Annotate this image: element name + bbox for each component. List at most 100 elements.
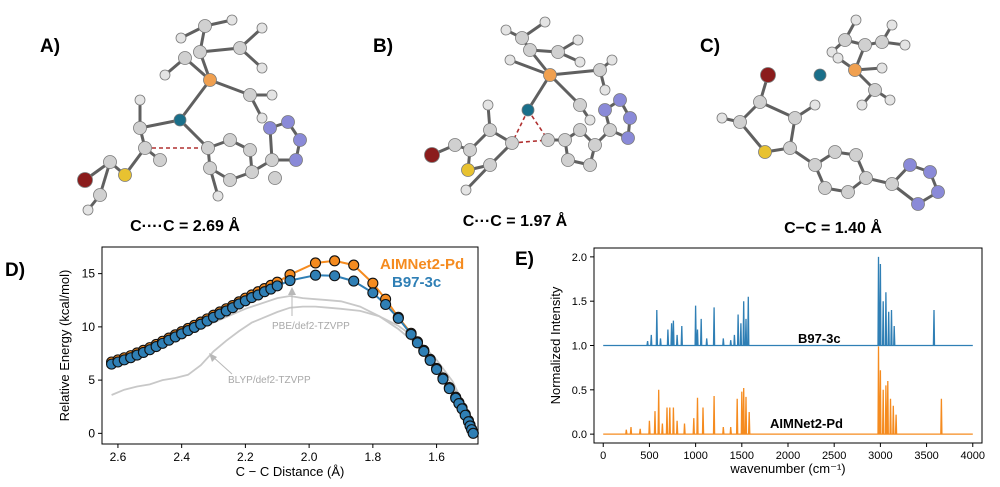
chart-d-x-tick-label: 2.4 [173, 450, 190, 464]
mol-b-atom-hydrogen [599, 84, 611, 96]
ir-spectrum-chart: 0 500 1000 1500 2000 2500 3000 3500 4000 0.0 0.5 1.… [548, 247, 985, 476]
mol-b-atom-hydrogen [460, 184, 472, 196]
mol-b-atom-carbon [551, 45, 565, 59]
chart-d-point-b97-3c [309, 269, 322, 281]
mol-c-atom-carbon [808, 158, 822, 172]
chart-e-y-tick-label: 0.5 [572, 385, 587, 397]
chart-d-point-aimnet2-pd [367, 277, 379, 289]
mol-b-atom-carbon [573, 98, 587, 112]
mol-b-atom-hydrogen [504, 54, 516, 66]
chart-d-point-b97-3c [431, 363, 443, 376]
chart-d-annotation-arrowhead [209, 353, 217, 362]
mol-a-atom-hydrogen [159, 69, 171, 81]
chart-d-x-tick-label: 1.6 [428, 450, 445, 464]
mol-a-atom-carbon [223, 133, 237, 147]
mol-a-atom-carbon [193, 45, 207, 59]
chart-e-y-tick-label: 2.0 [572, 252, 587, 264]
panel-label-a: A) [40, 36, 60, 57]
mol-a-atom-hydrogen [82, 204, 94, 216]
mol-a-atom-carbon [203, 161, 217, 175]
chart-d-annotation-pbe: PBE/def2-TZVPP [272, 321, 350, 332]
mol-a-atom-carbon [153, 153, 167, 167]
mol-a-atom-carbon [201, 141, 215, 155]
chart-d-point-b97-3c [418, 345, 430, 357]
mol-c-atom-hydrogen [884, 94, 896, 106]
mol-b-atom-carbon [448, 138, 462, 152]
mol-b-atom-nitrogen [621, 131, 635, 145]
chart-d-y-tick-label: 5 [88, 373, 95, 387]
mol-c-atom-hydrogen [886, 19, 898, 31]
mol-b-atom-carbon [588, 138, 602, 152]
mol-b-atom-nitrogen [613, 93, 627, 107]
mol-a-atom-nitrogen [281, 115, 295, 129]
mol-a-atom-phosphorus [203, 73, 217, 87]
chart-e-x-tick-label: 2500 [822, 450, 846, 462]
mol-a-atom-carbon [245, 165, 259, 179]
mol-b-atom-carbon [523, 43, 537, 57]
chart-e-x-tick-label: 1000 [683, 450, 707, 462]
mol-c-atom-sulfur [758, 145, 772, 159]
mol-b-atom-phosphorus [543, 68, 557, 82]
molecule-structure-a [77, 14, 307, 216]
mol-c-atom-hydrogen [876, 62, 888, 74]
chart-e-series-label-b97: B97-3c [798, 331, 841, 346]
mol-b-atom-carbon [603, 123, 617, 137]
mol-c-atom-carbon [875, 35, 889, 49]
bond-distance-caption-a: C····C = 2.69 Å [130, 216, 240, 235]
mol-a-atom-carbon [198, 19, 212, 33]
mol-b-atom-hydrogen [500, 24, 512, 36]
mol-a-atom-bromine [77, 172, 93, 188]
mol-b-atom-hydrogen [539, 16, 551, 28]
mol-a-atom-nitrogen [289, 153, 303, 167]
mol-b-atom-hydrogen [572, 34, 584, 46]
mol-a-atom-carbon [243, 143, 257, 157]
mol-b-atom-carbon [483, 158, 497, 172]
mol-b-atom-palladium [521, 103, 535, 117]
chart-d-point-b97-3c [467, 427, 479, 439]
chart-e-x-axis-label: wavenumber (cm⁻¹) [729, 461, 845, 476]
chart-d-y-tick-label: 0 [88, 426, 95, 440]
chart-d-annotation-blyp: BLYP/def2-TZVPP [228, 375, 311, 386]
mol-a-atom-hydrogen [256, 62, 268, 74]
mol-b-atom-carbon [593, 63, 607, 77]
mol-b-atom-nitrogen [623, 111, 637, 125]
mol-c-atom-nitrogen [903, 158, 917, 172]
chart-e-series-label-aimnet2: AIMNet2-Pd [770, 416, 843, 431]
mol-b-atom-carbon [505, 136, 519, 150]
chart-e-x-tick-label: 1500 [730, 450, 754, 462]
chart-e-y-tick-label: 0.0 [572, 429, 587, 441]
mol-a-atom-carbon [178, 51, 192, 65]
molecule-structure-c [716, 14, 945, 211]
mol-a-atom-carbon [223, 173, 237, 187]
mol-c-atom-hydrogen [856, 99, 868, 111]
mol-c-atom-hydrogen [850, 14, 862, 26]
mol-b-atom-carbon [561, 153, 575, 167]
mol-c-atom-bromine [760, 67, 776, 83]
bond-distance-caption-b: C···C = 1.97 Å [463, 211, 568, 230]
mol-b-atom-carbon [573, 123, 587, 137]
chart-d-point-b97-3c [348, 275, 360, 287]
mol-a-bond [209, 78, 251, 97]
mol-b-atom-hydrogen [482, 99, 494, 111]
energy-profile-chart: 2.6 2.4 2.2 2.0 1.8 1.6 0 5 10 15 C − C Distance (… [57, 246, 479, 479]
chart-e-y-tick-label: 1.0 [572, 341, 587, 353]
chart-d-point-aimnet2-pd [309, 257, 322, 269]
chart-d-frame [101, 246, 479, 445]
chart-d-x-tick-label: 1.8 [365, 450, 382, 464]
mol-b-atom-carbon [515, 31, 529, 45]
chart-d-point-b97-3c [392, 312, 404, 324]
mol-a-atom-carbon [243, 88, 257, 102]
mol-b-atom-hydrogen [574, 56, 586, 68]
mol-a-atom-carbon [133, 121, 147, 135]
mol-a-atom-carbon [103, 155, 117, 169]
chart-d-x-tick-label: 2.6 [110, 450, 127, 464]
mol-a-atom-hydrogen [256, 112, 268, 124]
mol-a-atom-sulfur [118, 168, 132, 182]
mol-a-atom-carbon [93, 188, 107, 202]
mol-b-atom-nitrogen [598, 103, 612, 117]
mol-c-atom-carbon [828, 145, 842, 159]
mol-c-atom-nitrogen [931, 185, 945, 199]
chart-e-y-axis-label: Normalized Intensity [548, 286, 563, 404]
mol-b-bond [509, 58, 551, 77]
mol-a-atom-nitrogen [293, 133, 307, 147]
